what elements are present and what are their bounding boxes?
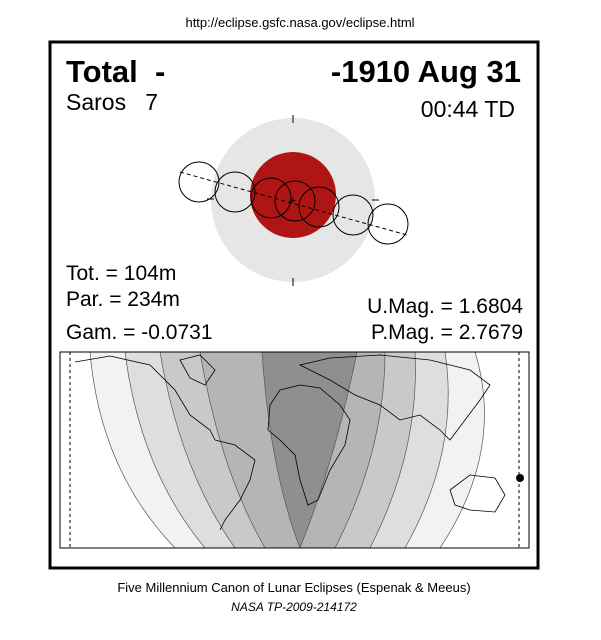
moon — [332, 194, 374, 236]
time: 00:44 TD — [421, 96, 515, 122]
footer-title: Five Millennium Canon of Lunar Eclipses … — [117, 580, 470, 595]
gamma: Gam. = -0.0731 — [66, 321, 213, 344]
totality: Tot. = 104m — [66, 262, 176, 285]
moon — [214, 171, 256, 213]
penumbral-magnitude: P.Mag. = 2.7679 — [371, 321, 523, 344]
url: http://eclipse.gsfc.nasa.gov/eclipse.htm… — [185, 15, 414, 30]
eclipse-geometry: + — [178, 115, 409, 286]
eclipse-type: Total - — [66, 54, 165, 89]
moon — [178, 161, 220, 203]
moon — [298, 186, 340, 228]
eclipse-date: -1910 Aug 31 — [331, 54, 521, 89]
umbra — [250, 152, 336, 238]
umbral-magnitude: U.Mag. = 1.6804 — [367, 295, 523, 318]
moon — [274, 180, 316, 222]
footer-reference: NASA TP-2009-214172 — [231, 600, 357, 614]
coastlines — [74, 354, 506, 531]
saros: Saros 7 — [66, 89, 158, 115]
visibility-map — [59, 351, 530, 549]
map-frame — [59, 351, 530, 549]
center-mark: + — [290, 195, 296, 207]
moon — [250, 177, 292, 219]
moon — [367, 203, 409, 245]
sub-lunar-point — [516, 474, 524, 482]
partial: Par. = 234m — [66, 288, 180, 311]
moon-path — [179, 171, 408, 236]
